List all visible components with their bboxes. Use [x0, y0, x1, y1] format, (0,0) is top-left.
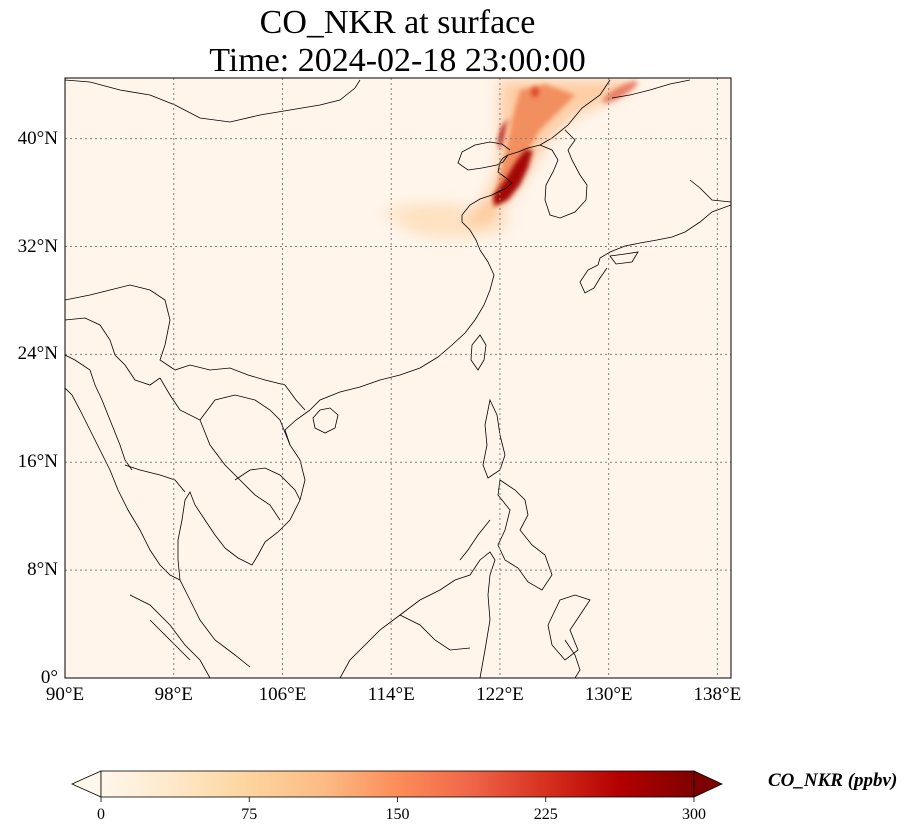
- colorbar-body: [100, 770, 695, 798]
- co-plume-field: [382, 80, 640, 238]
- philippines-south: [497, 479, 553, 591]
- x-tick-label: 90°E: [45, 684, 85, 705]
- sulawesi-outline: [547, 594, 591, 661]
- y-tick-label: 24°N: [17, 343, 58, 365]
- palawan-outline: [459, 519, 491, 561]
- border-line: [124, 464, 186, 493]
- y-tick-label: 40°N: [17, 127, 58, 149]
- colorbar-extend-max: [693, 770, 723, 798]
- colorbar: [71, 770, 723, 802]
- colorbar-tick-label: 300: [682, 806, 706, 823]
- china-coastline: [309, 79, 611, 411]
- x-tick-label: 114°E: [367, 684, 415, 705]
- x-tick-label: 130°E: [584, 684, 633, 705]
- map-frame: [64, 77, 732, 679]
- border-line: [65, 79, 361, 123]
- gulf-thailand: [177, 491, 251, 668]
- border-line: [159, 377, 281, 521]
- border-line: [65, 284, 306, 411]
- colorbar-extend-min: [71, 770, 102, 798]
- y-tick-label: 8°N: [27, 559, 58, 581]
- map-background: [65, 78, 731, 678]
- plume-streak: [531, 87, 539, 97]
- plume-core: [498, 118, 510, 150]
- colorbar-label: CO_NKR (ppbv): [768, 770, 898, 791]
- bohai-coast: [457, 141, 511, 171]
- kyushu-outline: [579, 264, 608, 294]
- x-tick-label: 98°E: [154, 684, 193, 705]
- coastlines-and-borders: [65, 79, 731, 678]
- hainan-outline: [312, 407, 339, 434]
- colorbar-tick-label: 150: [385, 806, 410, 823]
- philippines-luzon: [482, 398, 506, 479]
- colorbar-ticks: [100, 797, 695, 802]
- colorbar-tick-label: 0: [97, 806, 105, 823]
- border-line: [65, 317, 161, 386]
- plume-streak: [602, 81, 638, 103]
- taiwan-outline: [470, 334, 487, 371]
- borneo-outline: [339, 551, 496, 678]
- y-tick-label: 32°N: [17, 235, 58, 257]
- border-line: [234, 467, 301, 501]
- japan-honshu: [597, 204, 731, 266]
- border-line: [564, 639, 581, 678]
- korea-outline: [539, 129, 588, 219]
- y-tick-label: 0°: [40, 667, 58, 688]
- border-line: [199, 394, 291, 446]
- russia-coast: [611, 79, 691, 99]
- y-tick-label: 16°N: [17, 451, 58, 473]
- x-tick-label: 138°E: [693, 684, 742, 705]
- plume-core: [493, 150, 533, 206]
- x-tick-label: 122°E: [476, 684, 524, 705]
- border-line: [149, 619, 191, 661]
- indochina-coast: [224, 409, 311, 566]
- colorbar-tick-label: 75: [241, 806, 258, 823]
- border-line: [399, 614, 471, 651]
- myanmar-coast: [65, 354, 133, 471]
- shikoku-outline: [609, 251, 639, 265]
- map-title: CO_NKR at surface: [259, 4, 536, 41]
- x-tick-label: 106°E: [258, 684, 307, 705]
- malay-peninsula-west: [65, 387, 181, 581]
- colorbar-tick-label: 225: [533, 806, 558, 823]
- plume-haze: [382, 204, 458, 224]
- map-subtitle-time: Time: 2024-02-18 23:00:00: [209, 42, 586, 79]
- gridlines: [65, 78, 731, 678]
- japan-north: [689, 179, 731, 203]
- sumatra-outline: [129, 594, 211, 678]
